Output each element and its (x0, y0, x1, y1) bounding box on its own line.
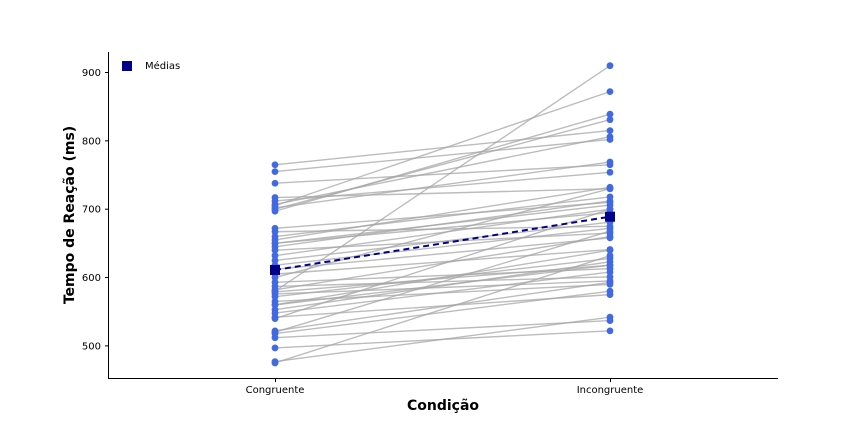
participant-point-incongruente (606, 127, 614, 134)
x-tick-label-congruente: Congruente (246, 385, 305, 396)
participant-point-congruente (271, 233, 279, 240)
participant-point-congruente (271, 168, 279, 176)
participant-line (274, 264, 611, 306)
participant-line (274, 138, 611, 173)
participant-point-congruente (271, 359, 279, 367)
participant-lines (274, 65, 611, 364)
participant-point-congruente (271, 194, 279, 201)
participant-line (274, 129, 611, 166)
mean-marker-incongruente (605, 211, 615, 222)
x-axis-title: Condição (407, 398, 479, 414)
mean-line (274, 215, 611, 272)
participant-line (274, 204, 611, 245)
participant-point-congruente (271, 224, 279, 232)
participant-point-incongruente (606, 317, 614, 324)
y-axis-title: Tempo de Reação (ms) (62, 126, 78, 304)
participant-point-incongruente (606, 185, 614, 193)
participant-line (274, 330, 611, 349)
x-ticks: Congruente Incongruente (246, 378, 644, 396)
participant-line (274, 65, 611, 292)
participant-point-incongruente (606, 291, 614, 299)
participant-line (274, 201, 611, 230)
participant-line (274, 227, 611, 266)
participant-point-incongruente (606, 168, 614, 176)
participant-line (274, 225, 611, 233)
participant-line (274, 319, 611, 339)
participant-point-incongruente (606, 136, 614, 143)
participant-point-congruente (271, 306, 279, 314)
participant-point-congruente (271, 257, 279, 264)
participant-line (274, 237, 611, 271)
participant-point-incongruente (606, 110, 614, 118)
participant-point-incongruente (606, 327, 614, 335)
participant-point-incongruente (606, 261, 614, 269)
legend-marker (122, 61, 132, 71)
participant-line (274, 267, 611, 284)
mean-marker-congruente (270, 265, 280, 276)
participant-line (274, 187, 611, 199)
y-tick-label-600: 600 (82, 273, 101, 284)
participant-point-congruente (271, 301, 279, 309)
y-tick-label-900: 900 (82, 68, 101, 79)
y-tick-label-700: 700 (82, 205, 101, 216)
participant-point-incongruente (606, 161, 614, 169)
participant-line (274, 208, 611, 320)
participant-point-incongruente (606, 273, 614, 281)
participant-point-congruente (271, 239, 279, 247)
participant-line (274, 248, 611, 275)
participant-point-incongruente (606, 252, 614, 260)
participant-line (274, 264, 611, 293)
y-tick-label-500: 500 (82, 341, 101, 352)
participant-line (274, 257, 611, 298)
y-tick-label-800: 800 (82, 136, 101, 147)
mean-series (270, 211, 615, 276)
participant-line (274, 113, 611, 212)
participant-line (274, 136, 611, 206)
participant-point-incongruente (606, 116, 614, 124)
participant-line (274, 211, 611, 245)
participant-point-congruente (271, 252, 279, 260)
participant-line (274, 232, 611, 251)
participant-line (274, 293, 611, 318)
participant-line (274, 280, 611, 295)
participant-point-congruente (271, 328, 279, 336)
participant-line (274, 164, 611, 184)
participant-point-incongruente (606, 62, 614, 70)
participant-line (274, 161, 611, 209)
participant-point-congruente (271, 315, 279, 322)
participant-points (271, 62, 614, 367)
legend-label: Médias (145, 60, 180, 72)
participant-point-congruente (271, 278, 279, 286)
participant-line (274, 188, 611, 279)
participant-point-incongruente (606, 246, 614, 253)
y-ticks: 500 600 700 800 900 (82, 68, 109, 352)
participant-point-congruente (271, 179, 279, 187)
participant-point-congruente (271, 274, 279, 281)
x-tick-label-incongruente: Incongruente (577, 385, 644, 396)
participant-line (274, 118, 611, 210)
participant-point-congruente (271, 205, 279, 213)
participant-point-incongruente (606, 88, 614, 96)
participant-line (274, 230, 611, 333)
participant-point-incongruente (606, 234, 614, 242)
participant-point-congruente (271, 161, 279, 169)
participant-point-congruente (271, 344, 279, 352)
participant-point-incongruente (606, 227, 614, 235)
participant-point-incongruente (606, 193, 614, 201)
participant-point-incongruente (606, 198, 614, 206)
participant-point-congruente (271, 287, 279, 295)
participant-line (274, 90, 611, 207)
participant-point-incongruente (606, 222, 614, 230)
participant-line (274, 254, 611, 364)
legend: Médias (122, 60, 180, 72)
